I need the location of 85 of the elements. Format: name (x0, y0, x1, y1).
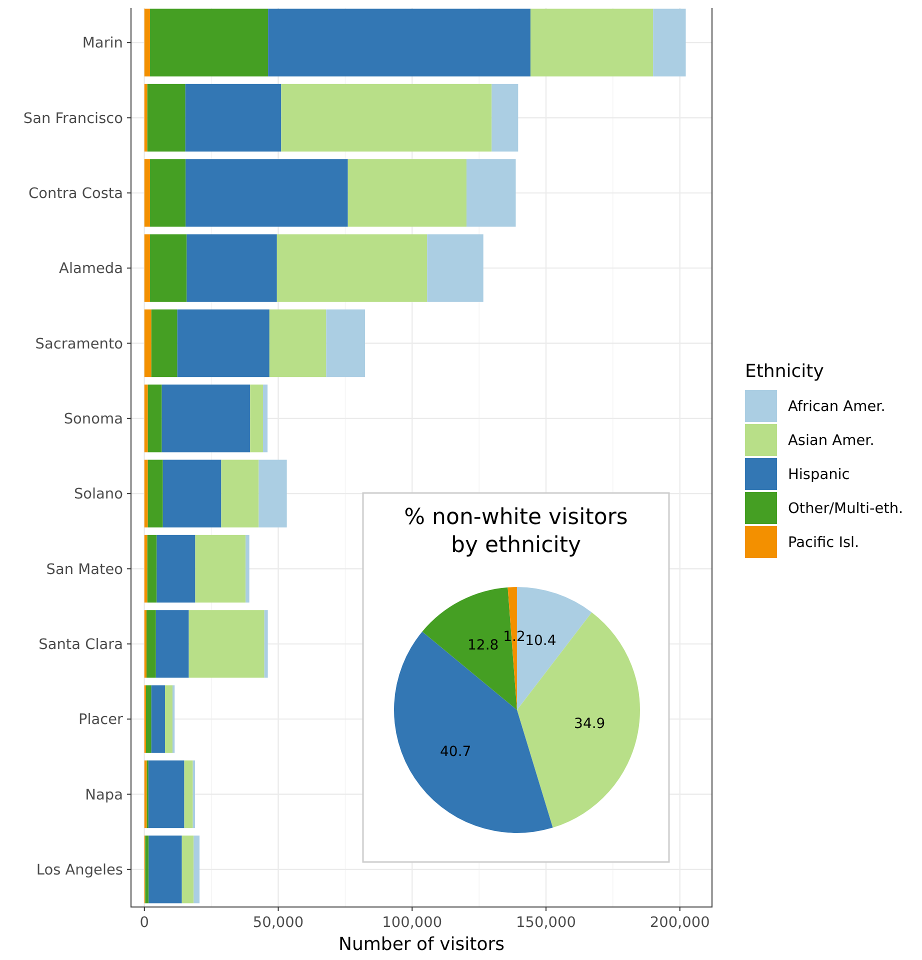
bar (194, 836, 200, 904)
data-label: 1.2 (503, 629, 526, 646)
bar (162, 460, 222, 528)
x-tick-label: 200,000 (650, 915, 710, 931)
x-tick-label: 50,000 (252, 915, 304, 931)
bar (151, 685, 166, 753)
y-tick-label: Napa (85, 787, 123, 804)
bar (144, 534, 148, 603)
bar (264, 610, 268, 678)
legend-label: Hispanic (788, 467, 850, 484)
bar (250, 384, 263, 452)
bar (281, 84, 492, 152)
data-label: 10.4 (525, 633, 556, 650)
bar (146, 685, 152, 753)
data-label: 40.7 (440, 744, 472, 760)
y-tick-label: Santa Clara (38, 636, 123, 653)
bar (156, 610, 189, 678)
bar (147, 534, 157, 603)
bar (148, 760, 184, 828)
legend-label: Pacific Isl. (788, 535, 860, 552)
bar (144, 8, 150, 76)
bar (262, 384, 268, 452)
bar (144, 760, 147, 828)
bar (186, 234, 277, 302)
bar (188, 610, 264, 678)
bar (186, 159, 348, 227)
bar (144, 460, 148, 528)
x-axis-title: Number of visitors (338, 934, 504, 955)
y-tick-label: Solano (74, 486, 124, 503)
bar (182, 836, 194, 904)
chart-title: % non-white visitors by ethnicity (404, 505, 628, 558)
bar (148, 836, 182, 904)
bar (427, 234, 484, 302)
x-tick-label: 150,000 (516, 915, 576, 931)
bar (326, 309, 366, 378)
bar (146, 610, 156, 678)
bar (145, 836, 149, 904)
y-tick-label: Alameda (59, 261, 123, 278)
bar (268, 8, 530, 76)
bar (150, 8, 268, 76)
legend-label: Asian Amer. (788, 433, 874, 450)
legend-title: Ethnicity (745, 361, 824, 382)
y-tick-label: Marin (82, 36, 123, 52)
bar (144, 234, 150, 302)
bar (530, 8, 654, 76)
y-tick-label: San Francisco (23, 110, 124, 127)
bar (653, 8, 686, 76)
bar (144, 610, 147, 678)
bar (148, 460, 163, 528)
y-tick-label: San Mateo (46, 562, 124, 578)
legend-label: Other/Multi-eth. (788, 501, 904, 518)
x-tick-label: 100,000 (382, 915, 442, 931)
bar (147, 84, 186, 152)
bar (150, 234, 187, 302)
bar (195, 534, 246, 603)
bar (185, 84, 282, 152)
bar (162, 384, 250, 452)
y-tick-label: Contra Costa (28, 186, 123, 202)
legend-label: African Amer. (788, 399, 886, 416)
y-tick-label: Sacramento (35, 336, 124, 352)
bar (144, 384, 148, 452)
bar (492, 84, 518, 152)
bar (151, 309, 178, 378)
bar (144, 309, 152, 378)
bar (156, 534, 196, 603)
bar (276, 234, 428, 302)
bar (269, 309, 326, 378)
y-tick-label: Sonoma (64, 411, 123, 428)
data-label: 34.9 (574, 716, 606, 732)
bar (348, 159, 466, 227)
bar (184, 760, 193, 828)
bar (144, 84, 148, 152)
bar (177, 309, 270, 378)
bar (150, 159, 186, 227)
bar (466, 159, 516, 227)
y-tick-label: Placer (78, 712, 124, 728)
bar (148, 384, 162, 452)
bar (144, 159, 150, 227)
y-tick-label: Los Angeles (36, 862, 123, 878)
bar (246, 534, 250, 603)
data-label: 12.8 (467, 637, 499, 654)
bar (165, 685, 172, 753)
bar (258, 460, 287, 528)
x-tick-label: 0 (140, 915, 150, 931)
bar (221, 460, 259, 528)
